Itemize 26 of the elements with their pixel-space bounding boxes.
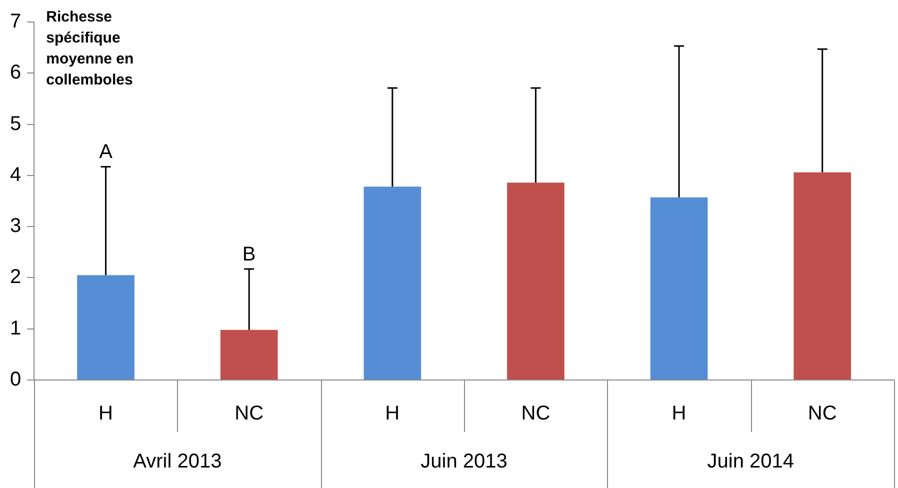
- bar: [794, 172, 852, 380]
- y-tick-label: 7: [10, 10, 22, 33]
- x-tick-label: NC: [521, 402, 550, 425]
- text: Juin 2014: [707, 450, 794, 473]
- text: Juin 2013: [420, 450, 508, 473]
- bar: [220, 330, 278, 380]
- x-tick-label: H: [672, 402, 686, 425]
- y-tick-label: 6: [10, 62, 22, 84]
- x-tick-label: NC: [234, 402, 264, 425]
- x-tick-label: NC: [808, 402, 837, 425]
- y-tick-label: 4: [10, 164, 22, 186]
- y-axis-title: Richesse spécifique moyenne en collemboles: [46, 8, 134, 89]
- bar: [507, 182, 564, 380]
- bar: [364, 186, 422, 380]
- bar: [650, 197, 708, 380]
- x-tick-label: H: [98, 402, 114, 425]
- annotation: B: [242, 244, 256, 266]
- annotation: A: [99, 141, 114, 164]
- y-tick-label: 0: [10, 368, 22, 391]
- x-tick-label: H: [385, 402, 400, 425]
- y-tick-label: 1: [10, 317, 22, 340]
- text: Avril 2013: [133, 450, 222, 473]
- bar: [77, 275, 134, 380]
- y-tick-label: 2: [10, 266, 22, 288]
- y-tick-label: 5: [10, 112, 22, 135]
- y-tick-label: 3: [10, 215, 22, 238]
